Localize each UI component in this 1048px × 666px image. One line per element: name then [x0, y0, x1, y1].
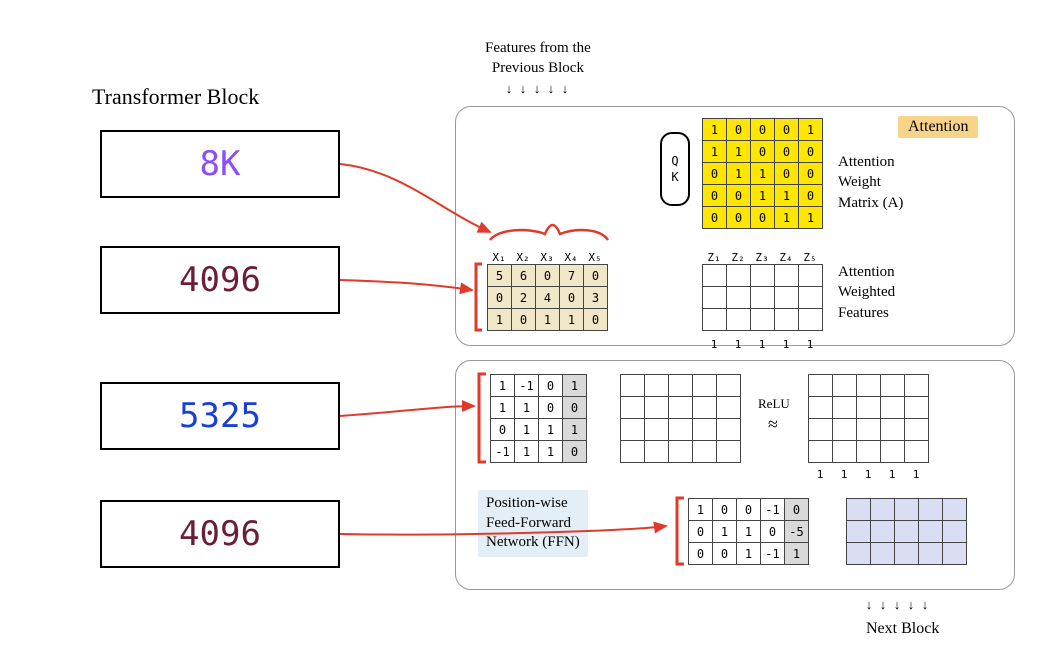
attention-badge: Attention — [898, 116, 978, 138]
ffn-ones: 11111 — [808, 465, 928, 483]
qk-box: Q K — [660, 132, 690, 206]
dim-box-2: 5325 — [100, 382, 340, 450]
ffn-badge: Position-wise Feed-Forward Network (FFN) — [478, 490, 588, 557]
dim-box-3: 4096 — [100, 500, 340, 568]
dim-box-0: 8K — [100, 130, 340, 198]
x-matrix: 560700240310110 — [487, 264, 608, 331]
page-title: Transformer Block — [92, 82, 259, 112]
ffn-post-matrix — [808, 374, 929, 463]
ffn-mid-matrix — [620, 374, 741, 463]
z-matrix — [702, 264, 823, 331]
attention-weight-matrix: 1000111000011000011000011 — [702, 118, 823, 229]
qk-k: K — [671, 170, 678, 184]
ffn-out-matrix — [846, 498, 967, 565]
features-arrows: ↓↓↓↓↓ — [502, 80, 572, 98]
ffn-w1-matrix: 1-10111000111-1110 — [490, 374, 587, 463]
features-label: Features from the Previous Block — [485, 38, 591, 79]
relu-label: ReLU — [758, 395, 790, 413]
approx-symbol: ≈ — [768, 412, 778, 436]
qk-q: Q — [671, 154, 678, 168]
next-block-arrows: ↓↓↓↓↓ — [862, 596, 932, 614]
attention-weighted-label: Attention Weighted Features — [838, 262, 895, 323]
ffn-w2-matrix: 100-100110-5001-11 — [688, 498, 809, 565]
next-block-label: Next Block — [866, 618, 939, 640]
z-ones: 11111 — [702, 335, 822, 353]
attention-weight-label: Attention Weight Matrix (A) — [838, 152, 903, 213]
dim-box-1: 4096 — [100, 246, 340, 314]
